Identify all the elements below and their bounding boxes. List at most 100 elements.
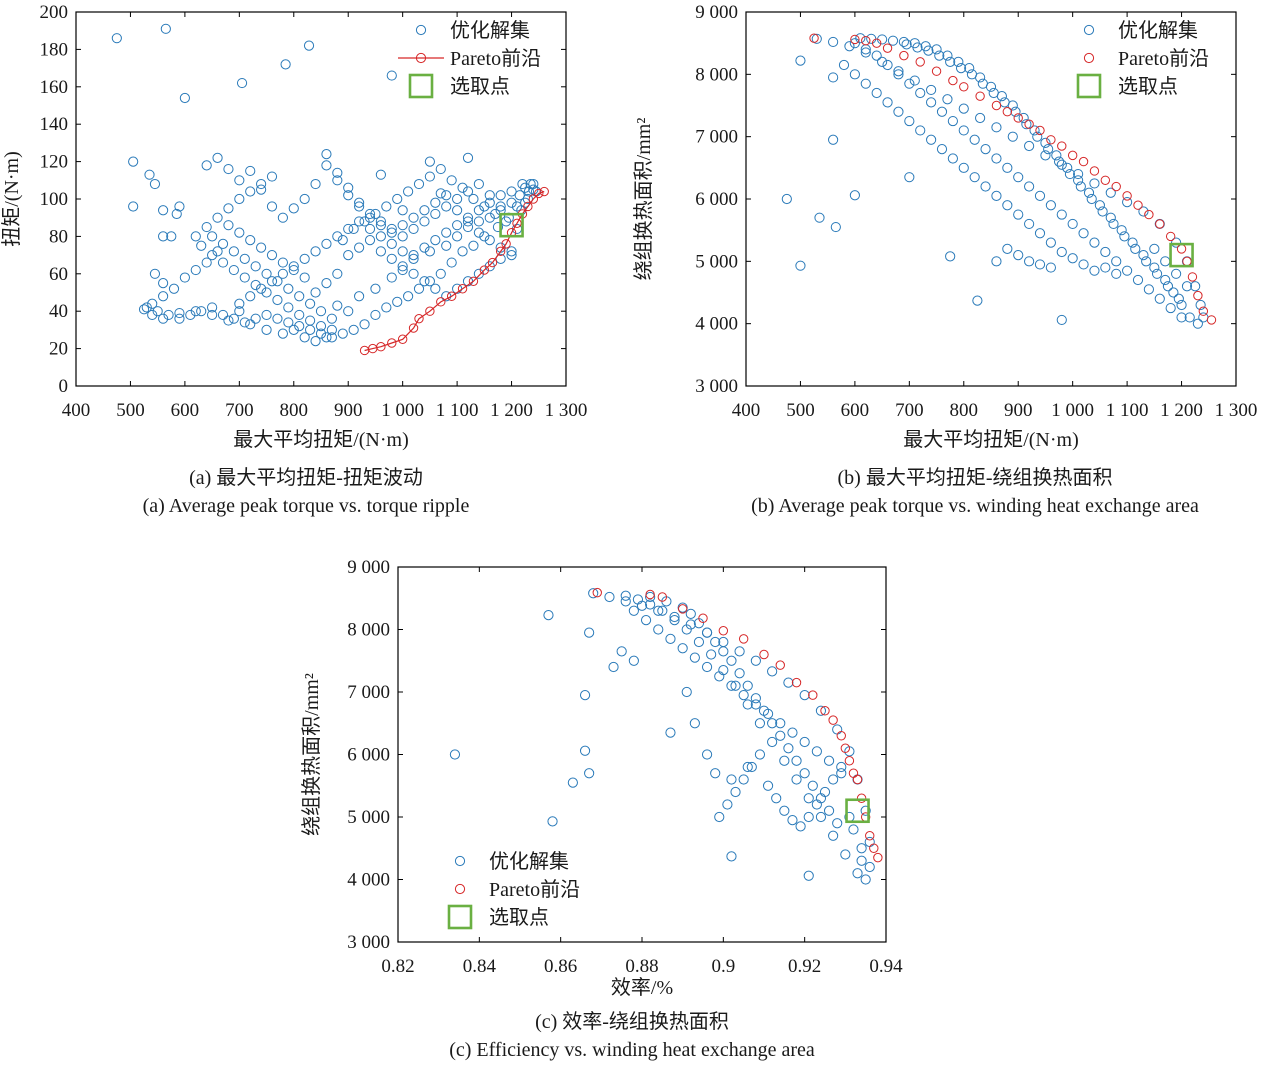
optimized-point <box>942 50 953 61</box>
optimized-point <box>746 761 757 773</box>
optimized-point <box>283 283 294 294</box>
optimized-point <box>310 287 321 298</box>
caption-zh: (b) 最大平均扭矩-绕组换热面积 <box>838 466 1113 489</box>
optimized-point <box>250 313 261 324</box>
optimized-point <box>815 811 827 823</box>
legend-label: 选取点 <box>1118 75 1178 98</box>
optimized-point <box>288 261 299 272</box>
x-tick-label: 600 <box>171 400 200 421</box>
y-tick-label: 8 000 <box>347 620 390 641</box>
optimized-point <box>207 250 218 261</box>
optimized-point <box>855 33 866 44</box>
pareto-point <box>1002 107 1013 117</box>
y-tick-label: 7 000 <box>695 127 738 148</box>
optimized-point <box>803 793 814 804</box>
optimized-point <box>714 811 725 823</box>
caption-zh: (a) 最大平均扭矩-扭矩波动 <box>189 466 423 489</box>
optimized-point <box>838 59 850 71</box>
y-tick-label: 3 000 <box>695 376 738 397</box>
optimized-point <box>158 278 169 289</box>
optimized-point <box>783 677 794 688</box>
optimized-point <box>397 205 408 216</box>
optimized-point <box>1192 318 1203 329</box>
optimized-point <box>811 33 822 44</box>
optimized-point <box>730 680 741 691</box>
optimized-point <box>343 250 354 261</box>
optimized-point <box>1002 200 1013 211</box>
plot-area <box>111 23 549 356</box>
optimized-point <box>234 175 245 186</box>
optimized-point <box>190 306 201 317</box>
optimized-point <box>685 608 696 619</box>
optimized-point <box>446 175 457 186</box>
optimized-point <box>375 246 386 257</box>
optimized-point <box>283 302 294 313</box>
pareto-point <box>820 706 830 716</box>
optimized-point <box>795 821 806 832</box>
series-optimized-set <box>111 23 542 347</box>
optimized-point <box>359 216 370 227</box>
optimized-point <box>860 78 871 89</box>
optimized-point <box>871 87 882 99</box>
pareto-point <box>852 774 863 785</box>
pareto-point <box>991 100 1002 111</box>
optimized-point <box>882 97 893 108</box>
optimized-point <box>452 205 463 216</box>
optimized-point <box>1013 250 1024 261</box>
optimized-point <box>1073 175 1084 186</box>
x-tick-label: 1 300 <box>1215 400 1258 421</box>
pareto-point <box>1013 113 1023 123</box>
legend-marker-optimized <box>454 855 466 867</box>
optimized-point <box>1165 302 1176 314</box>
optimized-point <box>506 197 517 208</box>
optimized-point <box>677 643 688 654</box>
optimized-point <box>871 50 882 61</box>
optimized-point <box>256 184 267 195</box>
x-tick-label: 1 100 <box>1106 400 1149 421</box>
optimized-point <box>430 235 441 246</box>
pareto-point <box>468 276 479 286</box>
optimized-point <box>1034 190 1046 201</box>
optimized-point <box>860 874 871 885</box>
optimized-point <box>228 313 239 324</box>
pareto-point <box>1182 256 1192 267</box>
optimized-point <box>528 178 539 190</box>
y-tick-label: 3 000 <box>347 932 390 953</box>
optimized-point <box>375 216 386 227</box>
pareto-point <box>840 743 851 753</box>
optimized-point <box>915 87 926 99</box>
caption-zh: (c) 效率-绕组换热面积 <box>535 1010 729 1033</box>
optimized-point <box>321 238 332 249</box>
optimized-point <box>547 816 558 827</box>
optimized-point <box>234 306 245 317</box>
optimized-point <box>823 755 835 766</box>
optimized-point <box>1018 112 1029 124</box>
optimized-point <box>386 227 397 238</box>
optimized-point <box>947 153 958 164</box>
optimized-point <box>795 260 806 271</box>
optimized-point <box>364 212 376 223</box>
optimized-point <box>803 870 814 881</box>
pareto-point <box>414 313 424 324</box>
optimized-point <box>815 705 827 716</box>
optimized-point <box>386 272 397 283</box>
optimized-point <box>584 768 595 779</box>
optimized-point <box>936 106 948 117</box>
pareto-point <box>1035 125 1045 136</box>
pareto-point <box>861 35 871 46</box>
optimized-point <box>828 36 839 48</box>
optimized-point <box>689 652 700 663</box>
optimized-point <box>653 605 664 616</box>
optimized-point <box>343 223 354 235</box>
y-tick-label: 0 <box>59 376 69 397</box>
caption-en: (c) Efficiency vs. winding heat exchange… <box>449 1039 815 1061</box>
optimized-point <box>779 755 790 766</box>
plot-frame <box>397 566 887 943</box>
y-tick-label: 5 000 <box>347 807 390 828</box>
optimized-point <box>1171 268 1182 279</box>
pareto-point <box>1111 181 1121 192</box>
x-tick-label: 700 <box>895 400 924 421</box>
optimized-point <box>828 72 839 83</box>
optimized-point <box>234 298 245 309</box>
